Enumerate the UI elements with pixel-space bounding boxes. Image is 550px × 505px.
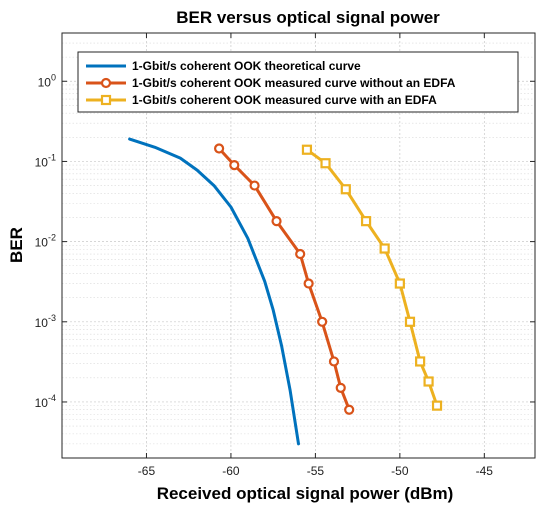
x-axis-label: Received optical signal power (dBm) — [157, 484, 454, 503]
legend-label: 1-Gbit/s coherent OOK theoretical curve — [132, 59, 361, 73]
y-tick-exponent: -4 — [48, 393, 56, 403]
series-group — [128, 137, 443, 446]
chart-title: BER versus optical signal power — [176, 8, 440, 27]
legend-label: 1-Gbit/s coherent OOK measured curve wit… — [132, 76, 456, 90]
series-line-3 — [305, 148, 439, 408]
plot-frame — [61, 32, 536, 459]
x-tick-label: -65 — [138, 464, 156, 478]
data-point — [415, 356, 426, 367]
y-tick-base: 10 — [35, 396, 49, 410]
legend-box — [77, 51, 519, 113]
y-tick-exponent: -3 — [48, 313, 56, 323]
y-tick-exponent: -2 — [48, 233, 56, 243]
y-tick-exponent: -1 — [48, 152, 56, 162]
y-tick-label: 100 — [38, 72, 56, 89]
legend: 1-Gbit/s coherent OOK theoretical curve 1… — [77, 51, 519, 113]
data-point — [404, 316, 416, 327]
data-point — [301, 144, 313, 155]
data-point — [229, 160, 240, 171]
data-point — [335, 382, 346, 393]
data-point — [431, 400, 443, 411]
data-point — [340, 184, 351, 195]
data-point — [379, 243, 390, 254]
legend-marker — [100, 77, 112, 89]
data-point — [295, 248, 306, 260]
x-tick-label: -45 — [476, 464, 494, 478]
data-point — [317, 316, 328, 327]
data-point — [303, 278, 314, 289]
y-tick-label: 10-4 — [35, 393, 56, 410]
y-tick-exponent: 0 — [51, 72, 56, 82]
y-axis-label: BER — [7, 227, 26, 263]
data-point — [344, 404, 355, 415]
legend-marker — [100, 94, 112, 106]
series-line-1 — [128, 137, 300, 446]
x-tick-label: -50 — [391, 464, 409, 478]
y-tick-label: 10-2 — [35, 233, 56, 250]
data-point — [271, 216, 282, 227]
data-point — [320, 158, 331, 169]
y-tick-label: 10-3 — [35, 313, 56, 330]
y-tick-base: 10 — [38, 75, 52, 89]
data-point — [214, 143, 225, 154]
data-point — [328, 356, 340, 367]
x-tick-label: -55 — [307, 464, 325, 478]
data-point — [249, 180, 260, 191]
y-tick-label: 10-1 — [35, 152, 56, 169]
data-point — [423, 376, 434, 387]
legend-label: 1-Gbit/s coherent OOK measured curve wit… — [132, 93, 437, 107]
series-line-2 — [217, 147, 351, 412]
data-point — [394, 278, 405, 289]
y-tick-base: 10 — [35, 155, 49, 169]
y-tick-base: 10 — [35, 316, 49, 330]
data-point — [360, 216, 372, 227]
x-tick-label: -60 — [222, 464, 240, 478]
y-tick-base: 10 — [35, 236, 49, 250]
